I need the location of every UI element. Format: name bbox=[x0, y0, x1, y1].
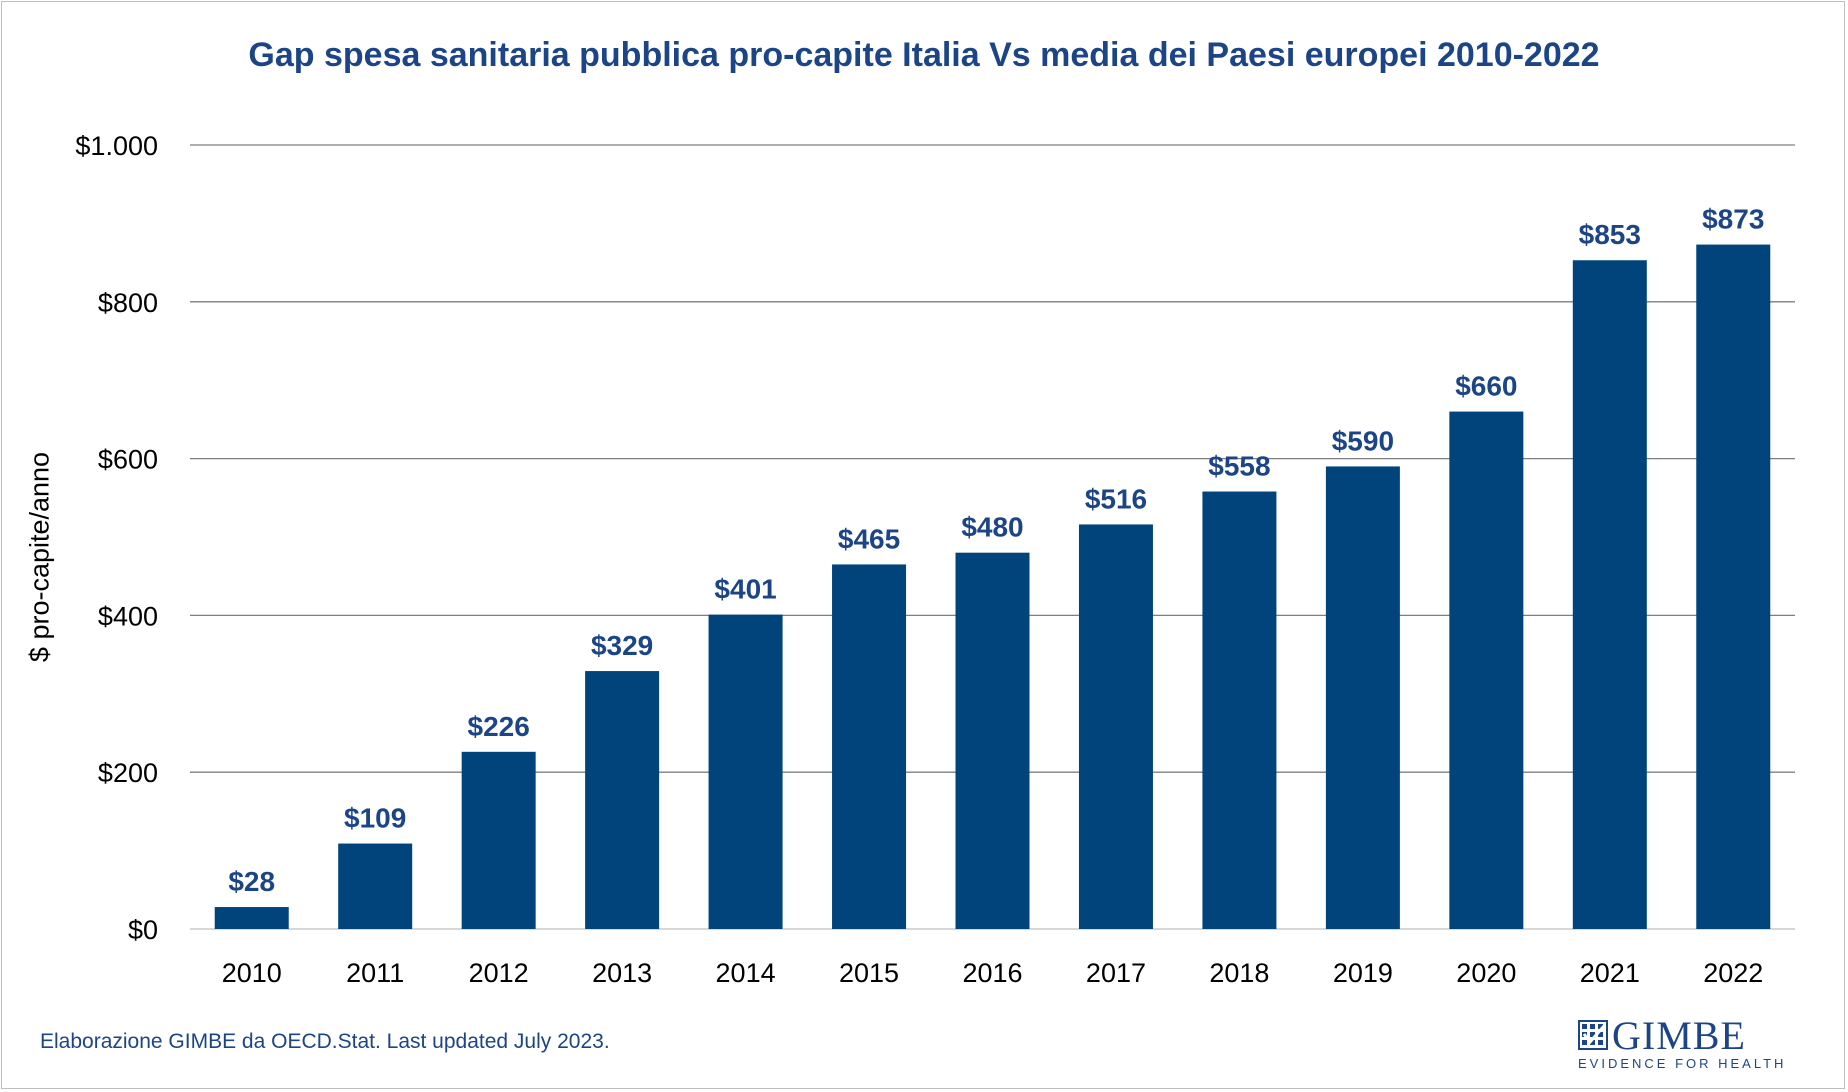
logo-tagline: EVIDENCE FOR HEALTH bbox=[1578, 1056, 1787, 1071]
y-tick-label: $600 bbox=[98, 445, 158, 475]
x-tick-label: 2017 bbox=[1086, 958, 1146, 988]
bar bbox=[832, 564, 907, 929]
bar bbox=[585, 671, 660, 929]
bar bbox=[708, 614, 783, 929]
x-tick-label: 2013 bbox=[592, 958, 652, 988]
x-tick-label: 2019 bbox=[1333, 958, 1393, 988]
chart-title: Gap spesa sanitaria pubblica pro-capite … bbox=[248, 36, 1600, 74]
data-label: $480 bbox=[961, 512, 1023, 543]
data-label: $401 bbox=[714, 574, 776, 605]
x-tick-label: 2016 bbox=[962, 958, 1022, 988]
bar bbox=[338, 843, 413, 929]
x-tick-label: 2021 bbox=[1580, 958, 1640, 988]
data-label: $660 bbox=[1455, 371, 1517, 402]
bar bbox=[1078, 524, 1153, 929]
bar bbox=[1202, 491, 1277, 929]
data-label: $853 bbox=[1579, 219, 1641, 250]
y-tick-label: $0 bbox=[128, 915, 158, 945]
x-tick-label: 2018 bbox=[1209, 958, 1269, 988]
y-tick-label: $1.000 bbox=[75, 131, 158, 161]
data-label: $590 bbox=[1332, 425, 1394, 456]
y-tick-label: $200 bbox=[98, 758, 158, 788]
data-label: $329 bbox=[591, 630, 653, 661]
gimbe-logo: GIMBE EVIDENCE FOR HEALTH bbox=[1578, 1013, 1783, 1072]
x-tick-label: 2020 bbox=[1456, 958, 1516, 988]
x-tick-label: 2014 bbox=[716, 958, 776, 988]
y-tick-label: $400 bbox=[98, 601, 158, 631]
data-label: $109 bbox=[344, 803, 406, 834]
x-tick-label: 2010 bbox=[222, 958, 282, 988]
logo-wordmark: GIMBE bbox=[1612, 1013, 1746, 1058]
bar bbox=[1449, 411, 1524, 929]
data-label: $873 bbox=[1702, 204, 1764, 235]
bar bbox=[1696, 244, 1771, 929]
bar bbox=[1325, 466, 1400, 929]
y-tick-label: $800 bbox=[98, 288, 158, 318]
x-tick-label: 2012 bbox=[469, 958, 529, 988]
grid-check-icon bbox=[1578, 1020, 1608, 1050]
data-label: $28 bbox=[228, 866, 275, 897]
bar bbox=[214, 907, 289, 929]
bar bbox=[461, 751, 536, 929]
data-label: $226 bbox=[468, 711, 530, 742]
data-label: $516 bbox=[1085, 483, 1147, 514]
source-footnote: Elaborazione GIMBE da OECD.Stat. Last up… bbox=[40, 1030, 610, 1053]
bar bbox=[1572, 260, 1647, 929]
x-tick-label: 2022 bbox=[1703, 958, 1763, 988]
data-label: $558 bbox=[1208, 451, 1270, 482]
data-label: $465 bbox=[838, 523, 900, 554]
bar bbox=[955, 552, 1030, 929]
x-tick-label: 2011 bbox=[346, 958, 404, 988]
x-tick-label: 2015 bbox=[839, 958, 899, 988]
